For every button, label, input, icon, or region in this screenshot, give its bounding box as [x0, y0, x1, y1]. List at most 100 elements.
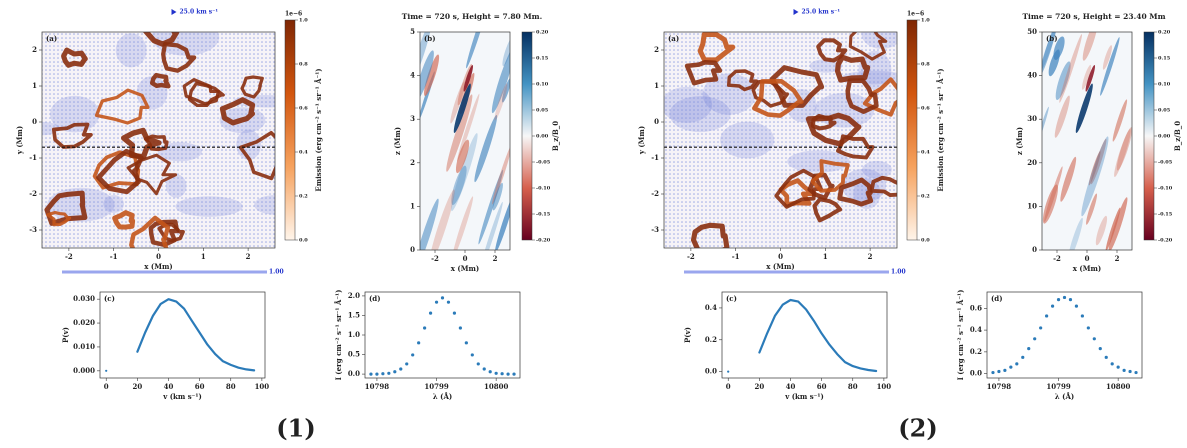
- colorbar: [284, 19, 296, 241]
- field-streak: [492, 182, 503, 211]
- field-streak: [1112, 99, 1128, 142]
- colorbar-tick-label: 1.0: [299, 18, 308, 24]
- x-tick-label: -2: [687, 252, 695, 261]
- y-axis-label: y (Mm): [15, 126, 24, 155]
- y-axis-label: P(v): [61, 327, 70, 343]
- data-point: [1015, 362, 1019, 366]
- data-point: [991, 370, 995, 375]
- y-tick-label: 0: [32, 117, 37, 126]
- field-streak: [1055, 61, 1071, 101]
- field-streak: [451, 165, 467, 205]
- data-point: [423, 326, 427, 330]
- plot-frame: [721, 291, 888, 379]
- colorbar: [521, 31, 533, 241]
- data-point: [997, 369, 1001, 374]
- colorbar-tick-label: -0.10: [1158, 186, 1173, 192]
- y-tick-label: 1: [32, 81, 37, 90]
- data-point: [482, 367, 486, 371]
- data-point: [1104, 355, 1108, 359]
- panel-label: (c): [726, 294, 737, 303]
- colorbar-label: B_z/B_0: [1173, 121, 1182, 151]
- field-streak: [502, 37, 510, 67]
- field-streak: [474, 114, 498, 183]
- field-streak: [480, 201, 503, 250]
- arrow-marker: [171, 9, 177, 15]
- y-tick-label: 30: [1027, 114, 1037, 123]
- data-point: [1092, 337, 1096, 341]
- field-streak: [1082, 32, 1098, 61]
- emission-loop: [690, 222, 730, 248]
- emission-loop: [161, 41, 197, 73]
- field-streak: [492, 144, 510, 205]
- colorbar-tick-label: 0.05: [536, 108, 549, 114]
- y-tick-label: -2: [651, 189, 659, 198]
- emission-loop: [869, 175, 897, 198]
- emission-loop: [182, 78, 220, 106]
- data-point: [1116, 365, 1120, 369]
- data-point: [1056, 298, 1061, 302]
- field-streak: [1100, 37, 1120, 96]
- y-tick-label: 2: [410, 158, 415, 167]
- field-streak: [1042, 32, 1061, 70]
- emission-loop: [752, 79, 804, 118]
- y-tick-label: 0.030: [73, 294, 95, 303]
- x-tick-label: -2: [1053, 254, 1061, 263]
- x-tick-label: 60: [195, 382, 205, 391]
- x-axis-label: v (km s⁻¹): [162, 392, 202, 401]
- y-tick-label: 2: [32, 45, 37, 54]
- emission-loop: [810, 159, 850, 193]
- x-axis-label: x (Mm): [766, 262, 794, 271]
- colorbar-tick-label: 0.20: [536, 30, 549, 36]
- field-streak: [466, 32, 489, 69]
- data-point: [1003, 368, 1007, 372]
- y-tick-label: 0.000: [73, 366, 95, 375]
- data-point: [1122, 368, 1126, 372]
- colorbar: [906, 19, 918, 241]
- colorbar-multiplier: 1e−6: [907, 11, 924, 18]
- field-streak: [455, 139, 470, 174]
- data-point: [464, 341, 468, 345]
- x-tick-label: 0: [778, 252, 783, 261]
- emission-loop: [837, 177, 874, 207]
- x-tick-label: 80: [226, 382, 236, 391]
- data-point: [1074, 304, 1079, 308]
- y-tick-label: 0.0: [970, 369, 982, 378]
- field-streak: [1054, 95, 1070, 138]
- y-tick-label: 0.5: [348, 350, 360, 359]
- colorbar-tick-label: -0.05: [1158, 160, 1173, 166]
- panel-label: (a): [668, 34, 679, 43]
- field-streak: [1116, 127, 1132, 171]
- emission-loop: [94, 88, 150, 125]
- data-point: [405, 362, 409, 366]
- panel-label: (c): [104, 294, 115, 303]
- emission-loop: [238, 130, 275, 181]
- field-streak: [1085, 64, 1096, 92]
- emission-loop: [219, 97, 256, 126]
- data-point: [476, 362, 480, 366]
- field-streak: [420, 32, 432, 85]
- field-streak: [494, 83, 508, 121]
- y-tick-label: -2: [29, 189, 37, 198]
- data-point: [434, 300, 439, 304]
- colorbar-tick-label: -0.10: [536, 186, 551, 192]
- x-tick-label: 60: [817, 382, 827, 391]
- panel-label: (d): [991, 294, 1003, 303]
- data-point: [387, 371, 391, 375]
- data-point: [399, 367, 403, 371]
- data-point: [440, 296, 445, 300]
- colorbar-multiplier: 1e−6: [285, 11, 302, 18]
- data-point: [393, 370, 397, 374]
- x-tick-label: 0: [1085, 254, 1090, 263]
- emission-loop: [129, 215, 171, 248]
- x-tick-label: -1: [110, 252, 118, 261]
- emission-loop: [684, 60, 723, 86]
- data-point: [470, 353, 474, 357]
- x-tick-label: 0: [463, 254, 468, 263]
- plot-frame: [986, 291, 1143, 379]
- emission-loop: [46, 210, 72, 227]
- data-point: [1110, 362, 1114, 366]
- x-tick-label: 0: [104, 382, 109, 391]
- colorbar-label: B_z/B_0: [551, 121, 560, 151]
